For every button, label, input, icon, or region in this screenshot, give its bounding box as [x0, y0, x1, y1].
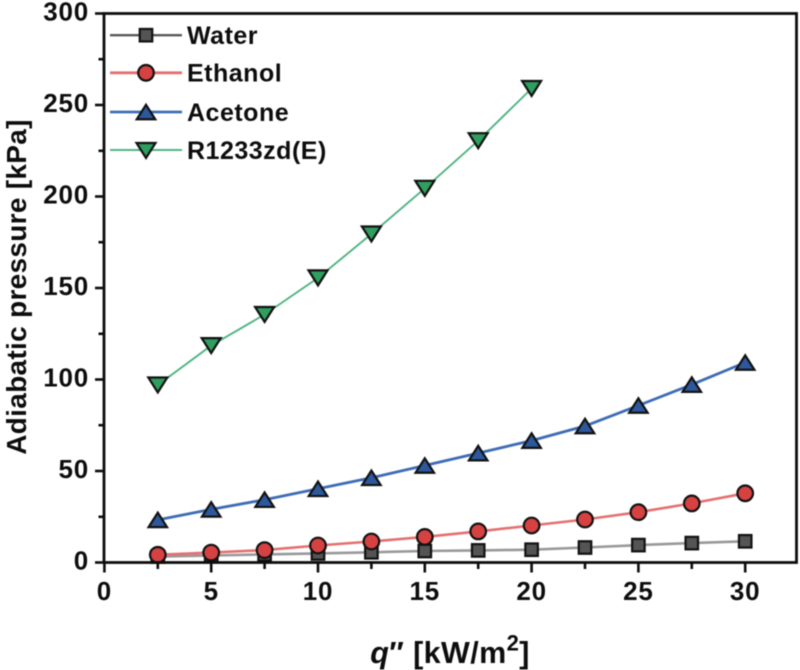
svg-text:200: 200: [43, 180, 89, 210]
svg-text:150: 150: [43, 271, 89, 301]
svg-text:5: 5: [204, 576, 219, 606]
svg-text:Adiabatic pressure [kPa]: Adiabatic pressure [kPa]: [1, 119, 32, 455]
svg-text:R1233zd(E): R1233zd(E): [187, 137, 327, 165]
svg-text:0: 0: [97, 576, 112, 606]
svg-text:q″ [kW/m2]: q″ [kW/m2]: [370, 631, 530, 670]
svg-text:100: 100: [43, 363, 89, 393]
svg-text:15: 15: [410, 576, 441, 606]
svg-text:25: 25: [623, 576, 654, 606]
svg-text:10: 10: [303, 576, 334, 606]
svg-text:30: 30: [730, 576, 761, 606]
svg-text:300: 300: [43, 0, 89, 27]
svg-text:Water: Water: [187, 22, 258, 50]
svg-text:Acetone: Acetone: [187, 99, 289, 127]
svg-text:250: 250: [43, 88, 89, 118]
svg-text:Ethanol: Ethanol: [187, 60, 282, 88]
svg-text:50: 50: [58, 454, 89, 484]
svg-text:0: 0: [74, 546, 89, 576]
svg-text:20: 20: [516, 576, 547, 606]
